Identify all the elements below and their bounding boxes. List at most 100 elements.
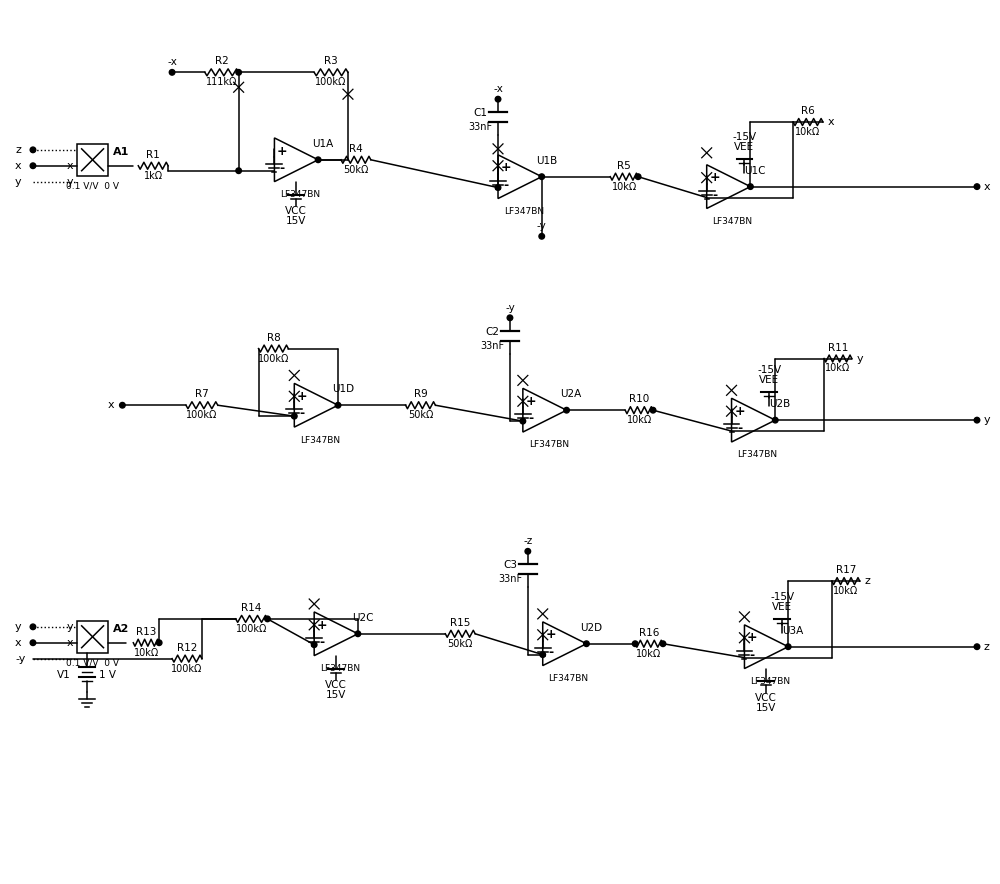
Text: 1 V: 1 V — [99, 669, 116, 680]
Circle shape — [525, 549, 531, 554]
Circle shape — [507, 315, 513, 321]
Text: U1B: U1B — [536, 156, 557, 166]
Text: -z: -z — [523, 537, 532, 546]
Text: z: z — [865, 576, 871, 586]
Circle shape — [169, 70, 175, 75]
Text: R2: R2 — [215, 57, 229, 66]
Text: R12: R12 — [177, 643, 197, 652]
Circle shape — [335, 402, 341, 408]
Text: 0.1 V/V  0 V: 0.1 V/V 0 V — [66, 181, 119, 190]
Circle shape — [650, 408, 656, 413]
Circle shape — [292, 414, 297, 419]
Text: x: x — [67, 161, 74, 171]
Text: R4: R4 — [349, 144, 363, 154]
Text: V1: V1 — [57, 669, 71, 680]
Text: -: - — [750, 649, 755, 662]
Text: R8: R8 — [267, 332, 280, 343]
Circle shape — [495, 96, 501, 102]
Text: -: - — [320, 636, 325, 649]
Text: U2D: U2D — [580, 623, 603, 633]
Text: x: x — [108, 400, 114, 410]
Text: 100kΩ: 100kΩ — [236, 624, 267, 634]
Text: x: x — [15, 161, 22, 171]
Text: y: y — [67, 621, 74, 632]
Text: LF347BN: LF347BN — [504, 207, 544, 216]
Text: 33nF: 33nF — [480, 340, 504, 351]
Text: U2A: U2A — [561, 389, 582, 400]
Text: VCC: VCC — [325, 681, 347, 690]
Circle shape — [974, 417, 980, 423]
Text: 0.1 V/V  0 V: 0.1 V/V 0 V — [66, 658, 119, 667]
Text: 50kΩ: 50kΩ — [408, 410, 433, 420]
Circle shape — [355, 631, 361, 636]
Text: +: + — [734, 405, 745, 418]
Text: +: + — [545, 629, 556, 642]
Text: +: + — [501, 162, 511, 174]
Text: 15V: 15V — [756, 704, 777, 713]
Circle shape — [564, 408, 569, 413]
Circle shape — [311, 642, 317, 647]
Text: LF347BN: LF347BN — [320, 664, 360, 673]
Text: -: - — [548, 646, 553, 659]
Text: +: + — [525, 395, 536, 408]
Circle shape — [974, 644, 980, 650]
Text: 1kΩ: 1kΩ — [144, 171, 163, 180]
Circle shape — [520, 418, 526, 424]
Text: -15V: -15V — [770, 592, 794, 602]
Text: y: y — [857, 354, 863, 363]
Text: R9: R9 — [414, 389, 427, 400]
Text: VEE: VEE — [772, 602, 792, 612]
Text: -: - — [712, 189, 717, 202]
Bar — [77, 621, 108, 652]
Text: x: x — [67, 637, 74, 648]
Text: +: + — [709, 171, 720, 185]
Text: y: y — [984, 415, 991, 425]
Text: 10kΩ: 10kΩ — [636, 649, 662, 659]
Text: y: y — [67, 177, 74, 187]
Text: +: + — [317, 619, 327, 631]
Text: LF347BN: LF347BN — [549, 674, 589, 683]
Text: +: + — [747, 631, 758, 644]
Circle shape — [539, 174, 545, 179]
Circle shape — [540, 652, 546, 658]
Text: LF347BN: LF347BN — [280, 190, 320, 199]
Circle shape — [772, 417, 778, 423]
Text: -: - — [503, 179, 509, 192]
Text: -x: -x — [493, 84, 503, 95]
Text: 10kΩ: 10kΩ — [795, 127, 821, 137]
Text: VCC: VCC — [285, 207, 307, 217]
Text: 10kΩ: 10kΩ — [825, 363, 850, 373]
Text: LF347BN: LF347BN — [737, 451, 777, 460]
Bar — [77, 144, 108, 176]
Text: A2: A2 — [112, 624, 129, 634]
Text: R5: R5 — [617, 161, 631, 171]
Text: -: - — [528, 413, 533, 425]
Text: U3A: U3A — [782, 626, 803, 636]
Text: LF347BN: LF347BN — [750, 677, 790, 686]
Text: 50kΩ: 50kΩ — [448, 639, 473, 649]
Text: VEE: VEE — [759, 376, 779, 385]
Text: z: z — [984, 642, 990, 652]
Text: LF347BN: LF347BN — [712, 217, 753, 226]
Text: LF347BN: LF347BN — [529, 440, 569, 449]
Text: U1C: U1C — [744, 165, 766, 176]
Text: U1D: U1D — [332, 385, 354, 394]
Text: -: - — [300, 408, 305, 421]
Text: R16: R16 — [639, 628, 659, 637]
Text: A1: A1 — [112, 147, 129, 156]
Text: R7: R7 — [195, 389, 209, 400]
Text: 33nF: 33nF — [498, 574, 522, 584]
Text: -x: -x — [167, 57, 177, 67]
Circle shape — [30, 163, 36, 169]
Text: R10: R10 — [629, 394, 649, 404]
Text: -y: -y — [505, 303, 515, 313]
Circle shape — [120, 402, 125, 408]
Circle shape — [632, 641, 638, 646]
Circle shape — [236, 70, 241, 75]
Text: +: + — [277, 145, 288, 157]
Text: R6: R6 — [801, 106, 815, 116]
Circle shape — [495, 185, 501, 190]
Text: C2: C2 — [485, 327, 499, 337]
Text: x: x — [828, 117, 835, 127]
Text: 33nF: 33nF — [468, 122, 492, 132]
